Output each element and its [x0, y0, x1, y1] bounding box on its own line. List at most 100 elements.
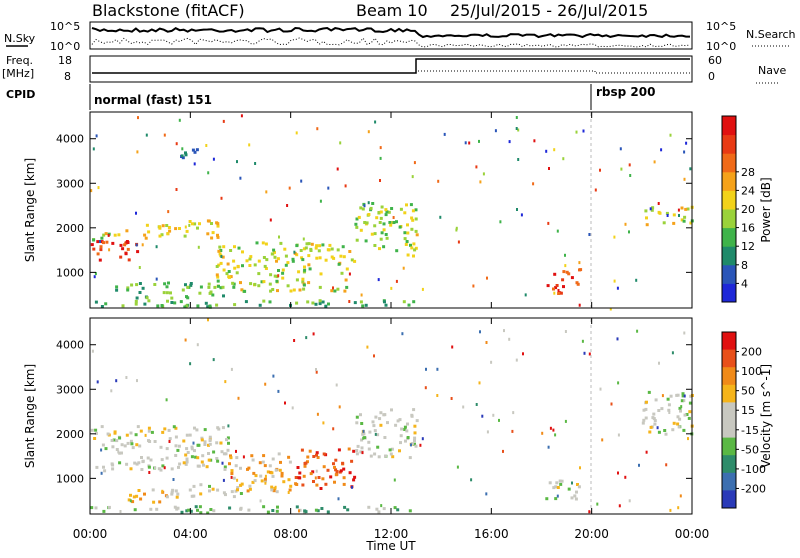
heatmap-cell: [628, 230, 630, 234]
heatmap-cell: [515, 358, 518, 362]
heatmap-cell: [183, 234, 187, 238]
heatmap-cell: [642, 408, 646, 412]
colorbar-tick-label: 100: [741, 365, 762, 378]
heatmap-cell: [355, 449, 359, 452]
heatmap-cell: [552, 486, 556, 490]
heatmap-cell: [216, 224, 220, 228]
heatmap-cell: [687, 416, 691, 420]
heatmap-cell: [273, 250, 276, 254]
heatmap-cell: [413, 431, 417, 435]
heatmap-cell: [294, 476, 298, 479]
heatmap-cell: [200, 436, 204, 440]
heatmap-cell: [649, 207, 652, 211]
heatmap-cell: [244, 300, 248, 304]
heatmap-cell: [548, 167, 550, 170]
heatmap-cell: [293, 250, 296, 254]
heatmap-cell: [486, 276, 488, 280]
heatmap-cell: [564, 253, 566, 257]
heatmap-cell: [578, 303, 581, 307]
heatmap-cell: [129, 439, 133, 443]
heatmap-cell: [387, 210, 391, 214]
heatmap-cell: [141, 243, 144, 247]
heatmap-cell: [189, 509, 193, 513]
heatmap-cell: [681, 394, 685, 398]
heatmap-cell: [174, 454, 178, 457]
heatmap-cell: [481, 414, 484, 418]
heatmap-cell: [257, 284, 261, 288]
heatmap-cell: [260, 479, 264, 483]
heatmap-cell: [562, 270, 566, 274]
heatmap-cell: [131, 500, 135, 504]
heatmap-cell: [383, 413, 387, 417]
heatmap-cell: [126, 241, 130, 244]
heatmap-cell: [319, 272, 323, 276]
heatmap-cell: [309, 472, 313, 476]
heatmap-cell: [326, 510, 330, 514]
heatmap-cell: [352, 478, 356, 482]
heatmap-cell: [185, 457, 189, 461]
heatmap-cell: [651, 206, 655, 210]
heatmap-cell: [178, 118, 181, 122]
heatmap-cell: [609, 307, 612, 311]
heatmap-cell: [195, 428, 199, 432]
heatmap-cell: [204, 301, 208, 305]
power-x-axis: [89, 112, 693, 308]
heatmap-cell: [197, 464, 201, 468]
heatmap-cell: [158, 226, 162, 230]
heatmap-cell: [135, 462, 139, 466]
heatmap-cell: [147, 299, 151, 303]
heatmap-cell: [359, 450, 363, 454]
heatmap-cell: [667, 408, 671, 412]
heatmap-cell: [368, 430, 372, 434]
heatmap-cell: [223, 467, 227, 471]
heatmap-cell: [554, 485, 558, 489]
heatmap-cell: [232, 476, 236, 480]
y-tick-label: 2000: [56, 222, 84, 235]
heatmap-cell: [222, 452, 226, 456]
heatmap-cell: [233, 245, 236, 249]
heatmap-cell: [353, 259, 357, 263]
heatmap-cell: [137, 489, 141, 492]
heatmap-cell: [163, 282, 167, 286]
heatmap-cell: [265, 190, 268, 194]
heatmap-cell: [337, 448, 341, 452]
colorbar-segment: [722, 134, 736, 154]
heatmap-cell: [406, 253, 410, 257]
heatmap-cell: [228, 506, 232, 510]
heatmap-cell: [392, 216, 395, 219]
velocity-colorbar: [721, 331, 737, 509]
heatmap-cell: [106, 432, 110, 436]
heatmap-cell: [249, 282, 253, 286]
heatmap-cell: [578, 268, 581, 272]
heatmap-cell: [165, 285, 169, 289]
heatmap-cell: [188, 433, 192, 437]
heatmap-cell: [120, 451, 123, 455]
heatmap-cell: [645, 450, 648, 454]
heatmap-cell: [619, 147, 622, 151]
heatmap-cell: [524, 293, 527, 297]
heatmap-cell: [689, 167, 692, 171]
heatmap-cell: [354, 222, 358, 226]
heatmap-cell: [408, 456, 412, 460]
heatmap-cell: [677, 425, 681, 429]
heatmap-cell: [556, 486, 560, 489]
colorbar-tick-label: 28: [741, 166, 755, 179]
heatmap-cell: [421, 287, 424, 291]
heatmap-cell: [361, 451, 364, 455]
heatmap-cell: [185, 460, 189, 464]
heatmap-cell: [284, 263, 288, 267]
station-title: Blackstone (fitACF): [92, 1, 245, 20]
heatmap-cell: [270, 471, 274, 475]
heatmap-cell: [236, 478, 239, 482]
heatmap-cell: [190, 222, 194, 226]
colorbar-segment: [722, 171, 736, 191]
heatmap-cell: [174, 435, 178, 439]
heatmap-cell: [682, 428, 686, 432]
heatmap-cell: [268, 282, 272, 286]
heatmap-cell: [367, 447, 371, 451]
heatmap-cell: [173, 301, 177, 305]
heatmap-cell: [129, 467, 133, 471]
heatmap-cell: [334, 468, 338, 472]
heatmap-cell: [184, 283, 187, 287]
velocity-panel-frame: [89, 317, 693, 515]
